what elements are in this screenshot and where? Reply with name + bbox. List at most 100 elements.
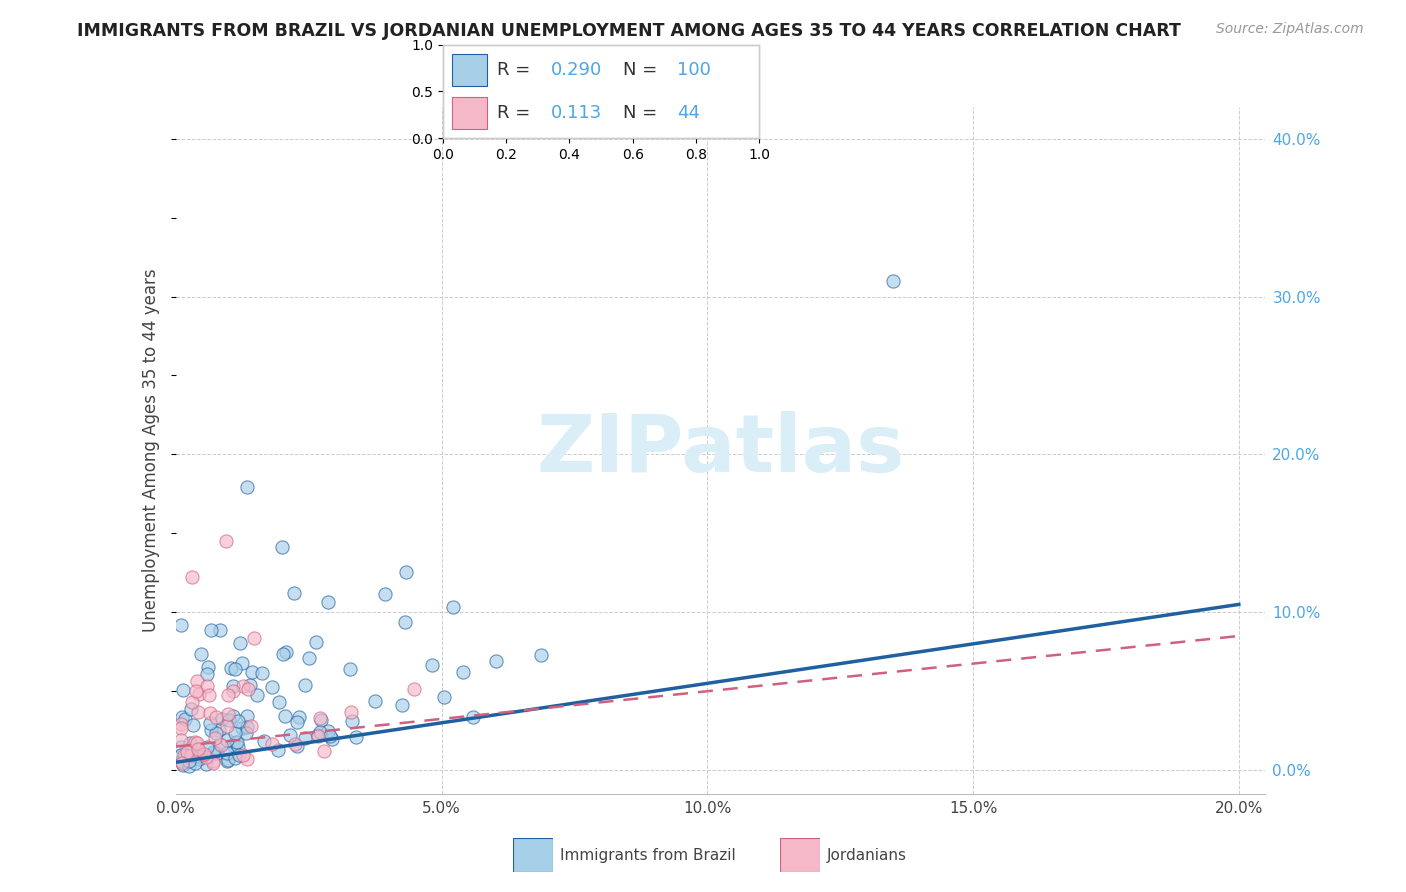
Text: 0.290: 0.290: [550, 61, 602, 78]
Point: [221, 679, 243, 693]
Point: [235, 726, 257, 740]
Point: [187, 741, 209, 756]
Point: [226, 714, 249, 728]
Text: R =: R =: [496, 104, 536, 122]
Point: [267, 743, 290, 757]
Point: [294, 678, 316, 692]
Point: [882, 274, 904, 288]
Point: [240, 718, 263, 732]
Point: [432, 690, 454, 704]
Point: [172, 710, 194, 724]
Point: [235, 720, 257, 734]
Point: [197, 660, 219, 674]
Point: [340, 714, 363, 728]
Point: [273, 709, 295, 723]
Point: [195, 739, 218, 754]
Point: [246, 688, 269, 702]
Point: [274, 645, 297, 659]
Y-axis label: Unemployment Among Ages 35 to 44 years: Unemployment Among Ages 35 to 44 years: [142, 268, 160, 632]
Point: [485, 654, 508, 668]
Point: [170, 721, 193, 735]
Point: [198, 716, 221, 731]
Point: [195, 666, 218, 681]
Point: [229, 636, 252, 650]
Point: [184, 756, 207, 771]
Point: [198, 688, 221, 702]
Point: [391, 698, 413, 712]
Point: [305, 635, 328, 649]
Point: [184, 683, 207, 698]
Point: [193, 747, 215, 762]
Point: [284, 738, 307, 752]
Point: [319, 730, 342, 744]
Point: [236, 480, 259, 494]
Point: [204, 731, 226, 745]
Point: [186, 736, 208, 750]
Point: [194, 757, 217, 772]
Bar: [453, 97, 486, 129]
Point: [270, 540, 292, 554]
Point: [402, 682, 425, 697]
Point: [205, 726, 228, 740]
Point: [170, 755, 193, 769]
Point: [285, 739, 308, 753]
Point: [321, 732, 343, 747]
Point: [218, 713, 240, 727]
Point: [201, 754, 224, 768]
Point: [207, 746, 229, 760]
Point: [309, 713, 332, 727]
Point: [180, 747, 202, 762]
Point: [202, 746, 225, 760]
Point: [187, 751, 209, 765]
Point: [228, 747, 250, 762]
Point: [236, 752, 259, 766]
Point: [297, 651, 319, 665]
Point: [170, 733, 193, 747]
Point: [187, 706, 209, 720]
Point: [198, 706, 221, 720]
Point: [215, 733, 238, 747]
Point: [200, 723, 222, 737]
Point: [420, 658, 443, 673]
Point: [208, 737, 231, 751]
Point: [184, 735, 207, 749]
Text: 0.113: 0.113: [550, 104, 602, 122]
Text: Source: ZipAtlas.com: Source: ZipAtlas.com: [1216, 22, 1364, 37]
Point: [395, 565, 418, 579]
Text: IMMIGRANTS FROM BRAZIL VS JORDANIAN UNEMPLOYMENT AMONG AGES 35 TO 44 YEARS CORRE: IMMIGRANTS FROM BRAZIL VS JORDANIAN UNEM…: [77, 22, 1181, 40]
Point: [180, 702, 202, 716]
Point: [235, 708, 257, 723]
Point: [205, 710, 228, 724]
Point: [340, 705, 363, 719]
Point: [283, 586, 305, 600]
Point: [211, 712, 233, 726]
Point: [190, 648, 212, 662]
Point: [451, 665, 474, 679]
Point: [224, 726, 246, 740]
Point: [294, 731, 316, 746]
Point: [188, 687, 211, 701]
Point: [394, 615, 416, 629]
Point: [240, 665, 263, 680]
Point: [344, 730, 367, 744]
Point: [252, 733, 274, 747]
Point: [170, 618, 193, 632]
Point: [172, 682, 194, 697]
Point: [262, 737, 284, 751]
Point: [173, 747, 195, 762]
Point: [170, 739, 193, 754]
Text: 44: 44: [678, 104, 700, 122]
Point: [232, 679, 254, 693]
Point: [195, 679, 218, 693]
Point: [243, 631, 266, 645]
Point: [190, 748, 212, 763]
Text: R =: R =: [496, 61, 536, 78]
Text: N =: N =: [623, 104, 664, 122]
Text: 100: 100: [678, 61, 711, 78]
Point: [187, 749, 209, 764]
Point: [215, 719, 238, 733]
Point: [267, 695, 290, 709]
Point: [179, 736, 201, 750]
Point: [364, 694, 387, 708]
Point: [316, 594, 339, 608]
